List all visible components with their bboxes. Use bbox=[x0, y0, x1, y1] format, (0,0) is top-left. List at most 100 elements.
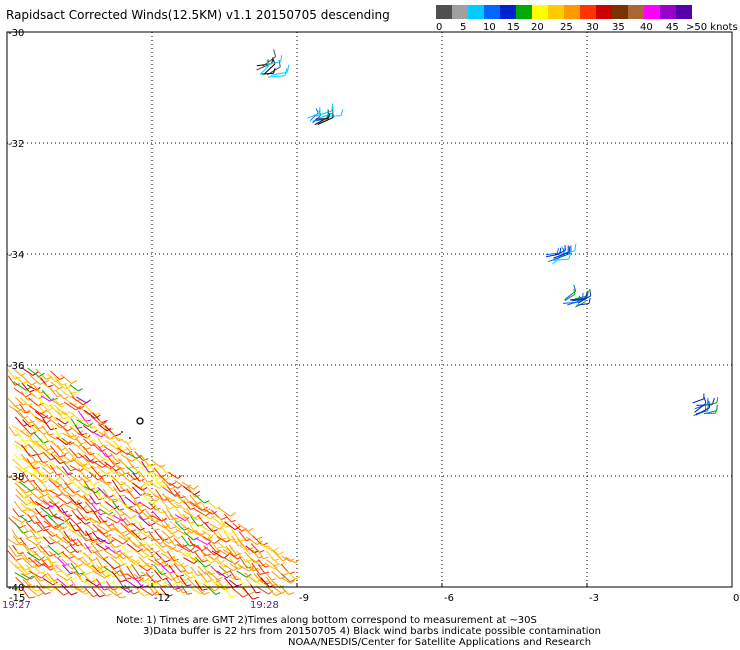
wind-barb bbox=[312, 112, 329, 122]
wind-barb bbox=[576, 297, 591, 306]
wind-barb bbox=[19, 403, 31, 413]
wind-barb bbox=[197, 514, 209, 524]
legend-label: 30 bbox=[586, 22, 599, 33]
wind-barb bbox=[126, 466, 140, 475]
wind-barb bbox=[267, 68, 288, 78]
wind-barb bbox=[39, 401, 53, 411]
end-time-label: 19:28 bbox=[250, 600, 279, 611]
wind-barb bbox=[84, 409, 101, 419]
wind-barb bbox=[189, 494, 203, 504]
wind-barb bbox=[68, 447, 84, 459]
legend-swatch bbox=[660, 5, 676, 19]
wind-barb bbox=[159, 474, 177, 486]
wind-barb bbox=[140, 571, 155, 578]
wind-barb bbox=[95, 578, 110, 591]
island-dot bbox=[121, 431, 123, 433]
wind-barb bbox=[77, 486, 93, 496]
wind-barb bbox=[91, 503, 107, 516]
wind-barb bbox=[39, 545, 56, 557]
wind-barb bbox=[281, 555, 295, 562]
wind-barb bbox=[62, 461, 76, 472]
wind-barb bbox=[160, 552, 176, 560]
wind-barb bbox=[160, 557, 174, 568]
wind-barb bbox=[111, 474, 126, 486]
legend-swatch bbox=[612, 5, 628, 19]
wind-barb bbox=[138, 465, 156, 475]
lat-tick-label: -40 bbox=[8, 583, 24, 594]
wind-barb bbox=[147, 473, 166, 484]
wind-barb bbox=[154, 481, 168, 488]
wind-barb bbox=[98, 446, 113, 458]
wind-barb bbox=[201, 529, 216, 538]
footer-note-3: NOAA/NESDIS/Center for Satellite Applica… bbox=[288, 637, 592, 648]
axis-ticks: -15 -12 -9 -6 -3 0-30-32-34-36-38-40 bbox=[6, 28, 739, 604]
wind-barb bbox=[285, 570, 301, 580]
wind-barb bbox=[266, 55, 283, 65]
wind-barb bbox=[41, 559, 54, 568]
wind-barb bbox=[55, 390, 69, 400]
wind-barb bbox=[76, 396, 92, 404]
wind-barb bbox=[133, 586, 151, 597]
wind-barb bbox=[62, 536, 78, 546]
wind-barb bbox=[270, 556, 286, 566]
wind-barb bbox=[55, 535, 73, 544]
wind-barb bbox=[118, 472, 136, 482]
wind-barb bbox=[41, 466, 55, 475]
wind-clusters bbox=[256, 49, 719, 416]
wind-barb bbox=[203, 508, 218, 515]
wind-barb bbox=[84, 507, 99, 515]
wind-barb bbox=[112, 444, 125, 454]
lat-tick-label: -32 bbox=[8, 139, 24, 150]
wind-barb bbox=[54, 398, 66, 408]
wind-barb bbox=[218, 524, 236, 535]
wind-barb bbox=[95, 564, 109, 572]
wind-barb bbox=[15, 494, 33, 506]
wind-barb bbox=[207, 570, 224, 581]
wind-barb bbox=[182, 544, 199, 554]
wind-barb bbox=[117, 437, 133, 445]
wind-barb bbox=[96, 524, 114, 533]
wind-barb bbox=[119, 509, 137, 520]
wind-barb bbox=[60, 584, 78, 596]
wind-barb bbox=[105, 535, 121, 548]
wind-barb bbox=[62, 516, 76, 527]
wind-barb bbox=[154, 530, 169, 541]
wind-barb bbox=[77, 432, 91, 439]
wind-barb bbox=[14, 572, 34, 581]
legend-swatch bbox=[484, 5, 500, 19]
wind-barb bbox=[34, 416, 52, 424]
wind-barb bbox=[55, 380, 71, 390]
wind-barb bbox=[54, 376, 67, 386]
wind-barb bbox=[47, 508, 62, 519]
wind-barb bbox=[13, 500, 28, 512]
wind-barb bbox=[95, 543, 110, 551]
wind-swath bbox=[7, 366, 301, 600]
wind-barb bbox=[103, 510, 117, 518]
wind-barb bbox=[147, 480, 165, 489]
lat-tick-label: -36 bbox=[8, 361, 24, 372]
legend-swatch bbox=[436, 5, 452, 19]
wind-barb bbox=[40, 507, 58, 518]
wind-barb bbox=[20, 586, 36, 599]
wind-barb bbox=[172, 556, 189, 568]
lon-tick-label: -12 bbox=[154, 593, 170, 604]
wind-barb bbox=[175, 576, 189, 585]
plot-frame bbox=[6, 31, 733, 588]
wind-barb bbox=[257, 586, 274, 595]
wind-barb bbox=[46, 572, 59, 582]
wind-barb bbox=[126, 566, 142, 580]
wind-barb bbox=[694, 396, 707, 413]
wind-barb bbox=[26, 586, 45, 597]
wind-barb bbox=[39, 480, 55, 492]
wind-barb bbox=[48, 536, 61, 544]
legend-swatch bbox=[452, 5, 468, 19]
wind-barb bbox=[19, 411, 35, 424]
legend-label: 5 bbox=[460, 22, 467, 33]
wind-barb bbox=[105, 571, 119, 578]
wind-barb bbox=[43, 527, 58, 537]
wind-speed-legend: 0 5 10 15 20 25 30 35 40 45 >50 knots bbox=[436, 5, 738, 37]
wind-barb bbox=[95, 557, 108, 568]
footer-note-1: Note: 1) Times are GMT 2)Times along bot… bbox=[116, 615, 537, 626]
wind-barb bbox=[97, 437, 109, 447]
